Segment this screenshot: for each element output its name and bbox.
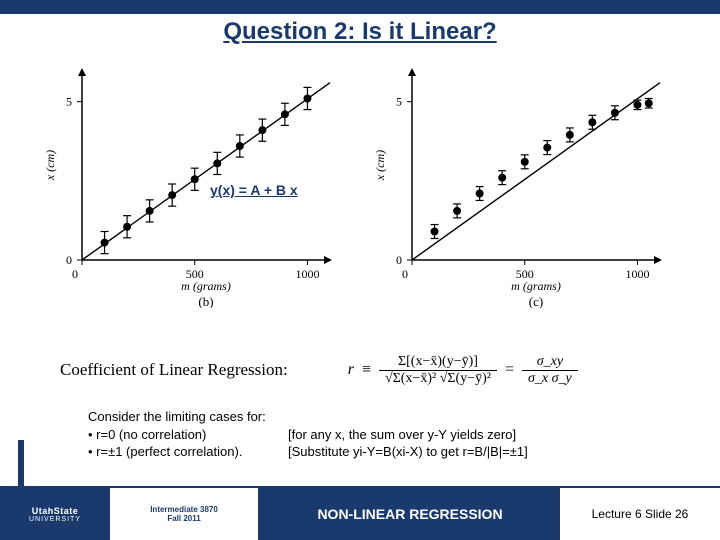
formula2-numerator: σ_xy [522,354,578,371]
consider-text: Consider the limiting cases for: • r=0 (… [88,408,528,461]
usu-logo: UtahState UNIVERSITY [0,488,110,540]
coefficient-label: Coefficient of Linear Regression: [60,360,288,380]
header-accent-bar [0,0,720,14]
bullet-r1-left: • r=±1 (perfect correlation). [88,443,288,461]
svg-text:1000: 1000 [625,267,649,281]
slide-number: Lecture 6 Slide 26 [560,488,720,540]
course-line1: Intermediate 3870 [150,505,218,514]
formula-denominator: √Σ(x−x̄)² √Σ(y−ȳ)² [379,371,497,387]
svg-text:0: 0 [396,253,402,267]
bullet-r0-left: • r=0 (no correlation) [88,426,288,444]
slide-title: Question 2: Is it Linear? [0,18,720,46]
linear-equation: y(x) = A + B x [210,182,298,198]
usu-logo-bottom: UNIVERSITY [29,516,81,523]
svg-text:(b): (b) [198,294,213,308]
consider-intro: Consider the limiting cases for: [88,408,528,426]
bullet-r0-right: [for any x, the sum over y-Y yields zero… [288,426,516,444]
bullet-r1-right: [Substitute yi-Y=B(xi-X) to get r=B/|B|=… [288,443,528,461]
svg-text:x (cm): x (cm) [373,150,387,181]
svg-text:x (cm): x (cm) [43,150,57,181]
course-info: Intermediate 3870 Fall 2011 [110,488,260,540]
svg-text:0: 0 [72,267,78,281]
equiv-symbol: ≡ [362,361,371,378]
svg-text:0: 0 [66,253,72,267]
charts-container: 5001000050m (grams)x (cm)(b) 5001000050m… [40,58,680,308]
course-line2: Fall 2011 [167,514,200,523]
svg-text:(c): (c) [529,294,543,308]
svg-text:1000: 1000 [295,267,319,281]
formula-numerator: Σ[(x−x̄)(y−ȳ)] [379,354,497,371]
formula2-denominator: σ_x σ_y [522,371,578,387]
chart-c: 5001000050m (grams)x (cm)(c) [370,58,680,308]
usu-logo-top: UtahState [32,506,79,516]
r-symbol: r [348,361,354,378]
chart-b: 5001000050m (grams)x (cm)(b) [40,58,350,308]
footer-title: NON-LINEAR REGRESSION [260,488,560,540]
coefficient-expression: r ≡ Σ[(x−x̄)(y−ȳ)] √Σ(x−x̄)² √Σ(y−ȳ)² = … [348,354,578,387]
left-accent-bar [18,440,24,486]
svg-text:m (grams): m (grams) [181,279,231,293]
svg-text:5: 5 [396,95,402,109]
svg-text:m (grams): m (grams) [511,279,561,293]
slide-footer: UtahState UNIVERSITY Intermediate 3870 F… [0,488,720,540]
svg-text:0: 0 [402,267,408,281]
svg-text:5: 5 [66,95,72,109]
coefficient-formula: Coefficient of Linear Regression: r ≡ Σ[… [60,340,690,400]
